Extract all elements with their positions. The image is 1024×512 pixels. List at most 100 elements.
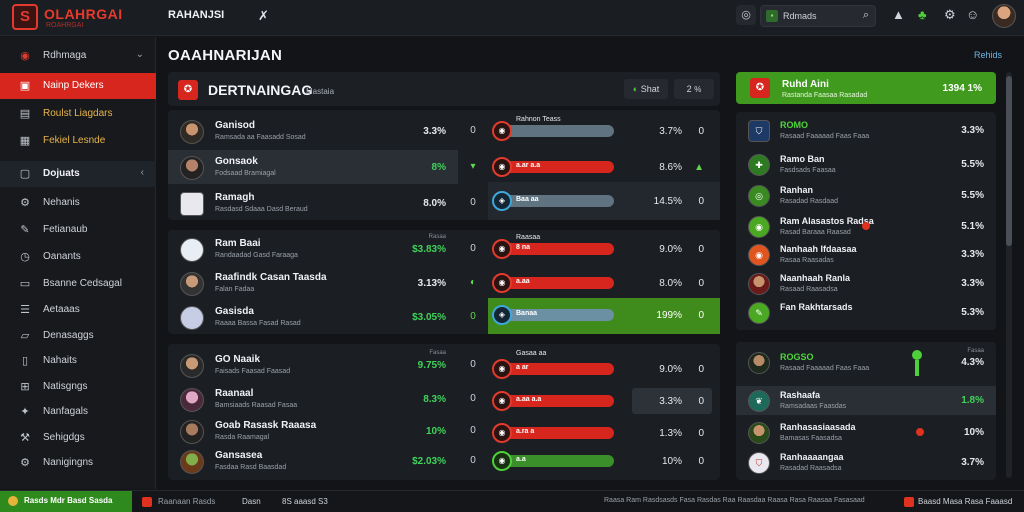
player-sub: Falan Fadaa xyxy=(215,286,255,293)
list-item[interactable]: Fasaa ROGSO Rasaad Faaaaad Faas Faaa 4.3… xyxy=(736,348,996,377)
team-name: Rashaafa xyxy=(780,390,821,400)
search-field[interactable]: ▪ Rdmads ⌕ xyxy=(760,5,876,27)
odds-bar: a.a xyxy=(500,455,614,467)
team-value: 4.3% xyxy=(961,357,984,368)
sidebar-item-3[interactable]: ▦ Fekiel Lesnde xyxy=(0,128,156,154)
pin-icon[interactable]: ♣ xyxy=(918,7,927,22)
avatar[interactable] xyxy=(992,4,1016,28)
sidebar-item-8[interactable]: ▭ Bsanne Cedsagal xyxy=(0,271,156,297)
player-name: GO Naaik xyxy=(215,354,261,365)
odds-row[interactable]: a.ar a.a ◉ 8.6% ▲ xyxy=(488,150,720,184)
odds-bar-label: Banaa xyxy=(516,310,538,317)
notifications-icon[interactable]: ◎ xyxy=(736,5,756,25)
brand-logo-icon[interactable]: S xyxy=(12,4,38,30)
odds-row[interactable]: a.aa ◉ 8.0% 0 xyxy=(488,266,720,300)
sidebar-item-0[interactable]: ◉ Rdhmaga ⌄ xyxy=(0,43,156,69)
list-item[interactable]: Ranhasasiaasada Bamasas Faasadsa 10% xyxy=(736,418,996,447)
ticker-item[interactable]: 8S aaasd S3 xyxy=(282,497,328,506)
odds-row-highlighted[interactable]: Banaa ◈ 199% 0 xyxy=(488,298,720,334)
ticker-item[interactable]: Raasa Ram Rasdsasds Fasa Rasdas Raa Raas… xyxy=(604,497,865,504)
sidebar-item-5[interactable]: ⚙ Nehanis xyxy=(0,190,156,216)
sidebar-section-header[interactable]: ▢ Dojuats ‹ xyxy=(0,161,156,187)
odds-bar-label: Baa aa xyxy=(516,196,539,203)
sidebar-item-10[interactable]: ▱ Denasaggs xyxy=(0,323,156,349)
crest-icon xyxy=(180,238,204,262)
top-link[interactable]: Rehids xyxy=(974,50,1003,60)
search-icon[interactable]: ⌕ xyxy=(862,9,869,21)
table-row[interactable]: Raafindk Casan Taasda Falan Fadaa 3.13% xyxy=(168,266,458,300)
row-tiny-label: Fasaa xyxy=(429,350,446,356)
list-item[interactable]: ◎ Ranhan Rasadad Rasdaad 5.5% xyxy=(736,181,996,210)
sidebar-item-13[interactable]: ✦ Nanfagals xyxy=(0,399,156,425)
table-row[interactable]: Rasaa Ram Baai Randaadad Gasd Faraaga $3… xyxy=(168,232,458,266)
player-sub: Rasda Raamagal xyxy=(215,434,270,441)
chevron-down-icon[interactable]: ⌄ xyxy=(135,49,144,60)
ticker-item[interactable]: Dasn xyxy=(242,497,261,506)
x-logo-icon[interactable]: ✗ xyxy=(258,8,269,23)
odds-row[interactable]: a ar ◉ Gasaa aa 9.0% 0 xyxy=(488,350,720,386)
table-row[interactable]: Goab Rasask Raaasa Rasda Raamagal 10% xyxy=(168,414,458,448)
table-row[interactable]: Fasaa GO Naaik Faisads Faasad Faasad 9.7… xyxy=(168,348,458,382)
sidebar-item-14[interactable]: ⚒ Sehigdgs xyxy=(0,425,156,451)
grid-icon: ▦ xyxy=(19,135,31,147)
odds-row[interactable]: a.ra a ◉ 1.3% 0 xyxy=(488,416,720,450)
sidebar-item-1[interactable]: ▣ Nainp Dekers xyxy=(0,73,156,99)
chevron-left-icon[interactable]: ‹ xyxy=(140,167,144,178)
sidebar-item-6[interactable]: ✎ Fetianaub xyxy=(0,217,156,243)
main-header: ✪ DERTNAINGAG Mastaia ◐ Shat 2 % xyxy=(168,72,720,106)
crest-icon: ◉ xyxy=(748,216,770,238)
player-sub: Fasdaa Rasd Baasdad xyxy=(215,464,287,471)
table-row[interactable]: Gasisda Raaaa Bassa Fasad Rasad $3.05% xyxy=(168,300,458,334)
sidebar-item-11[interactable]: ▯ Nahaits xyxy=(0,348,156,374)
odds-row[interactable]: Baa aa ◈ 14.5% 0 xyxy=(488,182,720,220)
ticker-item[interactable]: Raanaan Rasds xyxy=(158,497,216,506)
list-item[interactable]: ✎ Fan Rakhtarsads 5.3% xyxy=(736,298,996,327)
odds-row[interactable]: a.a ◉ 10% 0 xyxy=(488,444,720,478)
crest-icon: ⛉ xyxy=(748,452,770,474)
odds-row[interactable]: 8 na ◉ Raasaa 9.0% 0 xyxy=(488,232,720,266)
sidebar-item-15[interactable]: ⚙ Nanigingns xyxy=(0,450,156,476)
table-row[interactable]: Ganisod Ramsada aa Faasadd Sosad 3.3% xyxy=(168,114,458,148)
featured-match-header[interactable]: ✪ Ruhd Aini Rastanda Faasaa Rasadad 1394… xyxy=(736,72,996,104)
sidebar-item-2[interactable]: ▤ Roulst Liagdars xyxy=(0,101,156,127)
list-item[interactable]: ✚ Ramo Ban Fasdsads Faasaa 5.5% xyxy=(736,150,996,179)
list-item[interactable]: ⛉ Ranhaaaangaa Rasadad Raasadsa 3.7% xyxy=(736,448,996,477)
sidebar-item-9[interactable]: ☰ Aetaaas xyxy=(0,297,156,323)
list-item[interactable]: Naanhaah Ranla Rasaad Raasadsa 3.3% xyxy=(736,269,996,298)
crest-icon: ⛉ xyxy=(748,120,770,142)
scrollbar[interactable] xyxy=(1006,72,1012,478)
odds-bar-label: 8 na xyxy=(516,244,531,251)
odds-row[interactable]: a.aa a.a ◉ 3.3% 0 xyxy=(488,384,720,418)
alert-icon[interactable]: ▲ xyxy=(892,7,905,22)
table-row[interactable]: Raanaal Bamsiaads Raasad Fasaa 8.3% xyxy=(168,382,458,416)
tools-icon[interactable]: ⚙ xyxy=(944,7,956,22)
brand-name: OLAHRGAI xyxy=(44,6,123,22)
list-item[interactable]: ⛉ ROMO Rasaad Faaaaad Faas Faaa 3.3% xyxy=(736,116,996,145)
footer-ticker: Rasds Mdr Basd Sasda Raanaan Rasds Dasn … xyxy=(0,490,1024,512)
odds-bar: Baa aa xyxy=(500,195,614,207)
team-name: Ram Alasastos Radsa xyxy=(780,216,874,226)
list-item[interactable]: ◉ Nanhaah Ifdaasaa Rasaa Raasadas 3.3% xyxy=(736,240,996,269)
selected-odds-box[interactable] xyxy=(632,388,712,414)
sidebar-item-label: Fetianaub xyxy=(43,224,88,235)
list-item[interactable]: ❦ Rashaafa Ramsadaas Faasdas 1.8% xyxy=(736,386,996,415)
sidebar-item-12[interactable]: ⊞ Natisgngs xyxy=(0,374,156,400)
list-item[interactable]: ◉ Ram Alasastos Radsa Rasad Baraaa Raasa… xyxy=(736,212,996,241)
live-ticker-button[interactable]: Rasds Mdr Basd Sasda xyxy=(0,491,132,512)
odds-row[interactable]: ◉ Rahnon Teass 3.7% 0 xyxy=(488,114,720,148)
chat-button[interactable]: ◐ Shat xyxy=(624,79,668,99)
user-icon[interactable]: ☺ xyxy=(966,7,980,22)
top-nav-title[interactable]: RAHANJSI xyxy=(168,9,225,21)
odds-bar: a.aa a.a xyxy=(500,395,614,407)
scrollbar-thumb[interactable] xyxy=(1006,76,1012,246)
sidebar-item-7[interactable]: ◷ Oanants xyxy=(0,244,156,270)
table-row[interactable]: Gonsaok Fodsaad Bramiagal 8% xyxy=(168,150,458,184)
pen-icon: ✎ xyxy=(20,224,30,236)
ticker-item[interactable]: Baasd Masa Rasa Faaasd xyxy=(918,497,1013,506)
team-badge-icon: ◈ xyxy=(492,305,512,325)
player-name: Raafindk Casan Taasda xyxy=(215,272,327,283)
count-button[interactable]: 2 % xyxy=(674,79,714,99)
row-marker: 0 xyxy=(470,125,476,136)
table-row[interactable]: Gansasea Fasdaa Rasd Baasdad $2.03% xyxy=(168,444,458,478)
table-row[interactable]: Ramagh Rasdasd Sdaaa Dasd Beraud 8.0% xyxy=(168,186,458,220)
